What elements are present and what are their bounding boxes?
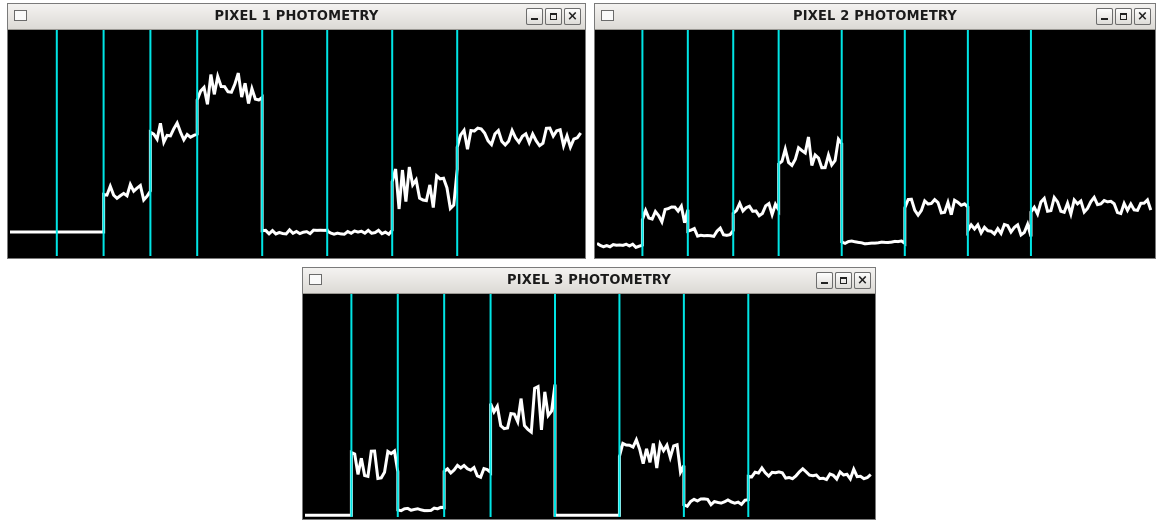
maximize-icon	[546, 9, 561, 24]
pixel-2-titlebar[interactable]: PIXEL 2 PHOTOMETRY ×	[595, 4, 1155, 30]
window-title: PIXEL 3 PHOTOMETRY	[506, 273, 672, 288]
pixel-3-titlebar[interactable]: PIXEL 3 PHOTOMETRY ×	[303, 268, 875, 294]
minimize-button[interactable]	[1096, 8, 1113, 25]
window-title: PIXEL 2 PHOTOMETRY	[792, 9, 958, 24]
close-button[interactable]: ×	[854, 272, 871, 289]
maximize-icon	[1116, 9, 1131, 24]
photometry-trace	[10, 73, 581, 234]
minimize-icon	[1097, 9, 1112, 24]
window-title: PIXEL 1 PHOTOMETRY	[214, 9, 379, 24]
maximize-icon	[836, 273, 851, 288]
minimize-button[interactable]	[526, 8, 543, 25]
close-icon: ×	[567, 9, 578, 24]
minimize-icon	[527, 9, 542, 24]
close-button[interactable]: ×	[564, 8, 581, 25]
photometry-chart	[10, 30, 583, 256]
maximize-button[interactable]	[835, 272, 852, 289]
window-menu-icon[interactable]	[14, 10, 27, 21]
minimize-icon	[817, 273, 832, 288]
photometry-plot	[305, 294, 873, 517]
photometry-chart	[597, 30, 1153, 256]
close-icon: ×	[857, 273, 868, 288]
close-button[interactable]: ×	[1134, 8, 1151, 25]
maximize-button[interactable]	[1115, 8, 1132, 25]
close-icon: ×	[1137, 9, 1148, 24]
pixel-2-window: PIXEL 2 PHOTOMETRY ×	[594, 3, 1156, 259]
photometry-trace	[305, 385, 871, 516]
photometry-plot	[10, 30, 583, 256]
maximize-button[interactable]	[545, 8, 562, 25]
pixel-1-titlebar[interactable]: PIXEL 1 PHOTOMETRY ×	[8, 4, 585, 30]
photometry-chart	[305, 294, 873, 517]
pixel-3-window: PIXEL 3 PHOTOMETRY ×	[302, 267, 876, 520]
photometry-trace	[597, 137, 1151, 247]
pixel-1-window: PIXEL 1 PHOTOMETRY ×	[7, 3, 586, 259]
window-menu-icon[interactable]	[309, 274, 322, 285]
minimize-button[interactable]	[816, 272, 833, 289]
photometry-plot	[597, 30, 1153, 256]
window-menu-icon[interactable]	[601, 10, 614, 21]
